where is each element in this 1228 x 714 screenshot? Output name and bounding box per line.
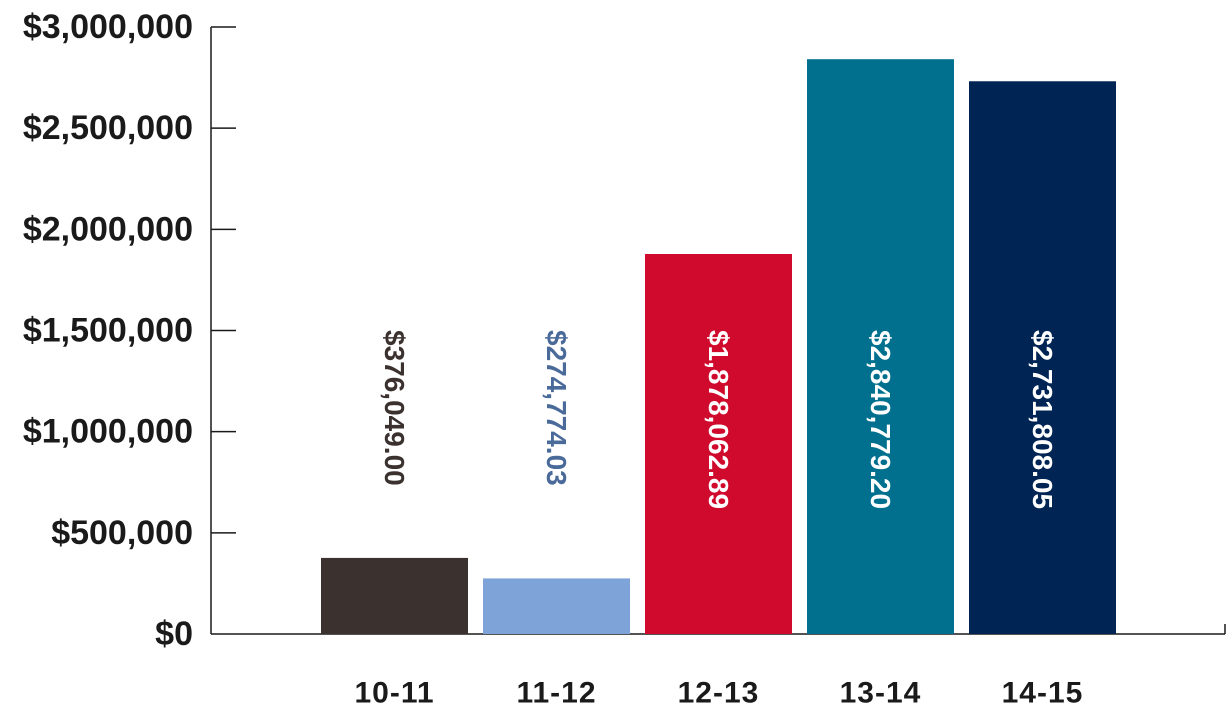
y-tick-label: $1,000,000 bbox=[23, 413, 193, 451]
y-tick-label: $1,500,000 bbox=[23, 312, 193, 350]
x-axis-labels: 10-11 11-12 12-13 13-14 14-15 bbox=[354, 677, 1084, 710]
bar-value-label: $376,049.00 bbox=[379, 330, 410, 486]
y-axis-labels: $0 $500,000 $1,000,000 $1,500,000 $2,000,000… bbox=[23, 8, 193, 653]
bar-14-15 bbox=[969, 81, 1116, 635]
x-tick-label: 11-12 bbox=[516, 677, 596, 710]
bar-value-label: $2,840,779.20 bbox=[865, 330, 896, 509]
x-tick-label: 12-13 bbox=[678, 677, 760, 710]
y-tick-label: $3,000,000 bbox=[23, 8, 193, 46]
y-tick-label: $2,500,000 bbox=[23, 109, 193, 147]
bar-value-label: $274,774.03 bbox=[541, 330, 572, 486]
bar-12-13 bbox=[645, 254, 792, 634]
bar-10-11 bbox=[321, 557, 468, 634]
x-tick-label: 13-14 bbox=[840, 677, 922, 710]
x-tick-label: 10-11 bbox=[354, 677, 434, 710]
bar-value-label: $1,878,062.89 bbox=[703, 330, 734, 509]
y-tick-label: $0 bbox=[155, 615, 193, 653]
bars bbox=[321, 59, 1116, 635]
y-tick-label: $2,000,000 bbox=[23, 210, 193, 248]
bar-value-label: $2,731,808.05 bbox=[1027, 330, 1058, 509]
bar-11-12 bbox=[483, 578, 630, 634]
x-tick-label: 14-15 bbox=[1002, 677, 1084, 710]
y-tick-label: $500,000 bbox=[51, 514, 193, 552]
bar-value-labels: $376,049.00 $274,774.03 $1,878,062.89 $2,84… bbox=[379, 330, 1058, 509]
bar-13-14 bbox=[807, 59, 954, 634]
